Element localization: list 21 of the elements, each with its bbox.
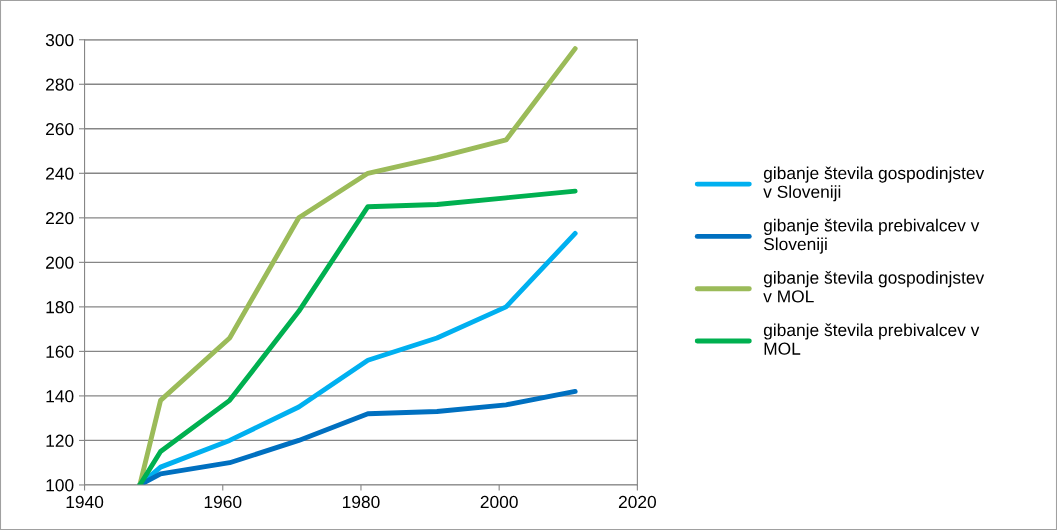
y-tick-label: 280 [46,78,74,91]
y-tick-label: 180 [46,301,74,314]
y-tick-label: 300 [45,33,74,47]
y-tick-label: 140 [46,390,74,403]
y-tick-label: 200 [46,256,74,269]
x-tick-label: 1940 [66,495,104,509]
y-tick-label: 100 [46,479,74,492]
y-tick-label: 160 [46,345,74,358]
legend-label: gibanje števila prebivalcev v Sloveniji [763,218,980,254]
x-tick-label: 2000 [480,495,518,509]
x-tick-label: 2020 [618,495,656,509]
y-tick-label: 220 [46,212,74,225]
y-tick-label: 260 [46,122,74,136]
x-tick-label: 1980 [342,495,380,509]
y-tick-label: 120 [46,434,74,447]
x-tick-label: 1960 [204,495,242,509]
line-series [137,46,578,485]
legend-label: gibanje števila prebivalcev v MOL [763,323,980,355]
legend-label: gibanje števila gospodinjstev v Sloveniji [763,166,985,202]
legend-label: gibanje števila gospodinjstev v MOL [763,271,985,303]
y-tick-label: 240 [46,167,74,180]
